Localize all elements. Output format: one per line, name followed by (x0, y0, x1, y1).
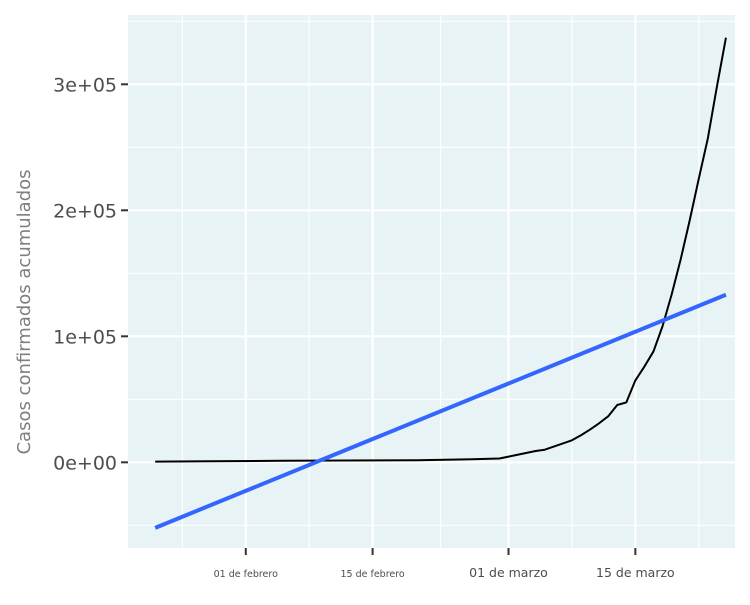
x-tick-label: 01 de febrero (214, 569, 278, 580)
y-tick-label: 3e+05 (53, 74, 117, 96)
plot-panel (128, 15, 735, 548)
grid-minor (128, 15, 735, 548)
y-tick-label: 0e+00 (53, 452, 117, 474)
x-tick-label: 01 de marzo (469, 565, 548, 580)
x-tick-label: 15 de febrero (340, 569, 404, 580)
linear-fit-line (154, 292, 727, 530)
grid-major (128, 15, 735, 548)
series-layer (154, 37, 727, 530)
cumulative-cases-line (155, 37, 727, 463)
y-tick-label: 2e+05 (53, 200, 117, 222)
x-tick-label: 15 de marzo (596, 565, 675, 580)
y-axis: 0e+00 1e+05 2e+05 3e+05 (53, 74, 128, 474)
y-axis-title: Casos confirmados acumulados (14, 169, 35, 454)
x-axis: 01 de febrero 15 de febrero 01 de marzo 15 … (214, 548, 675, 580)
y-tick-label: 1e+05 (53, 326, 117, 348)
